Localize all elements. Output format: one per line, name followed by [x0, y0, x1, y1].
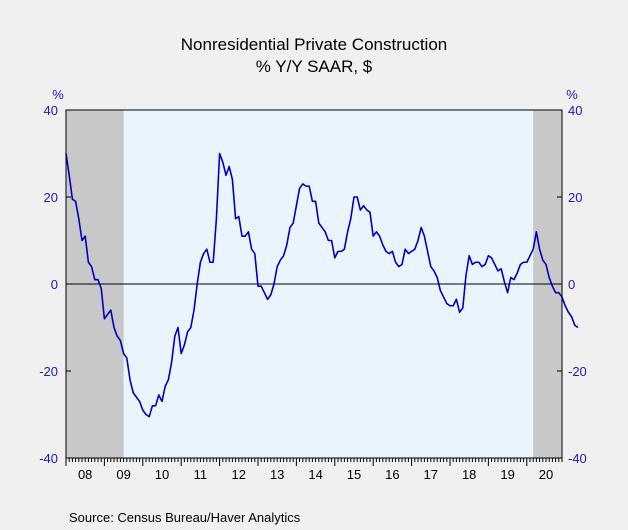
y-tick-label-right: 40	[568, 103, 582, 118]
y-tick-label-left: 20	[44, 190, 58, 205]
y-tick-label-right: 20	[568, 190, 582, 205]
x-tick-label: 13	[270, 467, 284, 482]
series-line-1	[65, 152, 579, 418]
x-tick-label: 17	[424, 467, 438, 482]
x-tick-label: 20	[539, 467, 553, 482]
y-tick-label-left: 40	[44, 103, 58, 118]
y-tick-label-left: -40	[39, 451, 58, 466]
y-tick-label-right: -20	[568, 364, 587, 379]
chart-title: Nonresidential Private Construction	[181, 35, 447, 54]
x-tick-label: 16	[385, 467, 399, 482]
x-tick-label: 18	[462, 467, 476, 482]
x-tick-label: 08	[78, 467, 92, 482]
y-tick-label-right: 0	[568, 277, 575, 292]
x-tick-label: 15	[347, 467, 361, 482]
right-y-unit-label: %	[566, 87, 578, 102]
y-tick-label-left: 0	[51, 277, 58, 292]
x-tick-label: 14	[308, 467, 322, 482]
y-tick-label-left: -20	[39, 364, 58, 379]
left-y-unit-label: %	[52, 87, 64, 102]
plot-area: 40 40 20 20 0 0 -20 -20 -40 -40 08 09 10 11 12 13 14 15 16…	[39, 103, 587, 482]
source-note: Source: Census Bureau/Haver Analytics	[69, 510, 301, 525]
y-tick-label-right: -40	[568, 451, 587, 466]
x-tick-label: 19	[500, 467, 514, 482]
x-tick-label: 10	[155, 467, 169, 482]
x-tick-label: 12	[232, 467, 246, 482]
chart-subtitle: % Y/Y SAAR, $	[256, 57, 373, 76]
x-tick-label: 11	[194, 467, 208, 482]
x-tick-label: 09	[116, 467, 130, 482]
